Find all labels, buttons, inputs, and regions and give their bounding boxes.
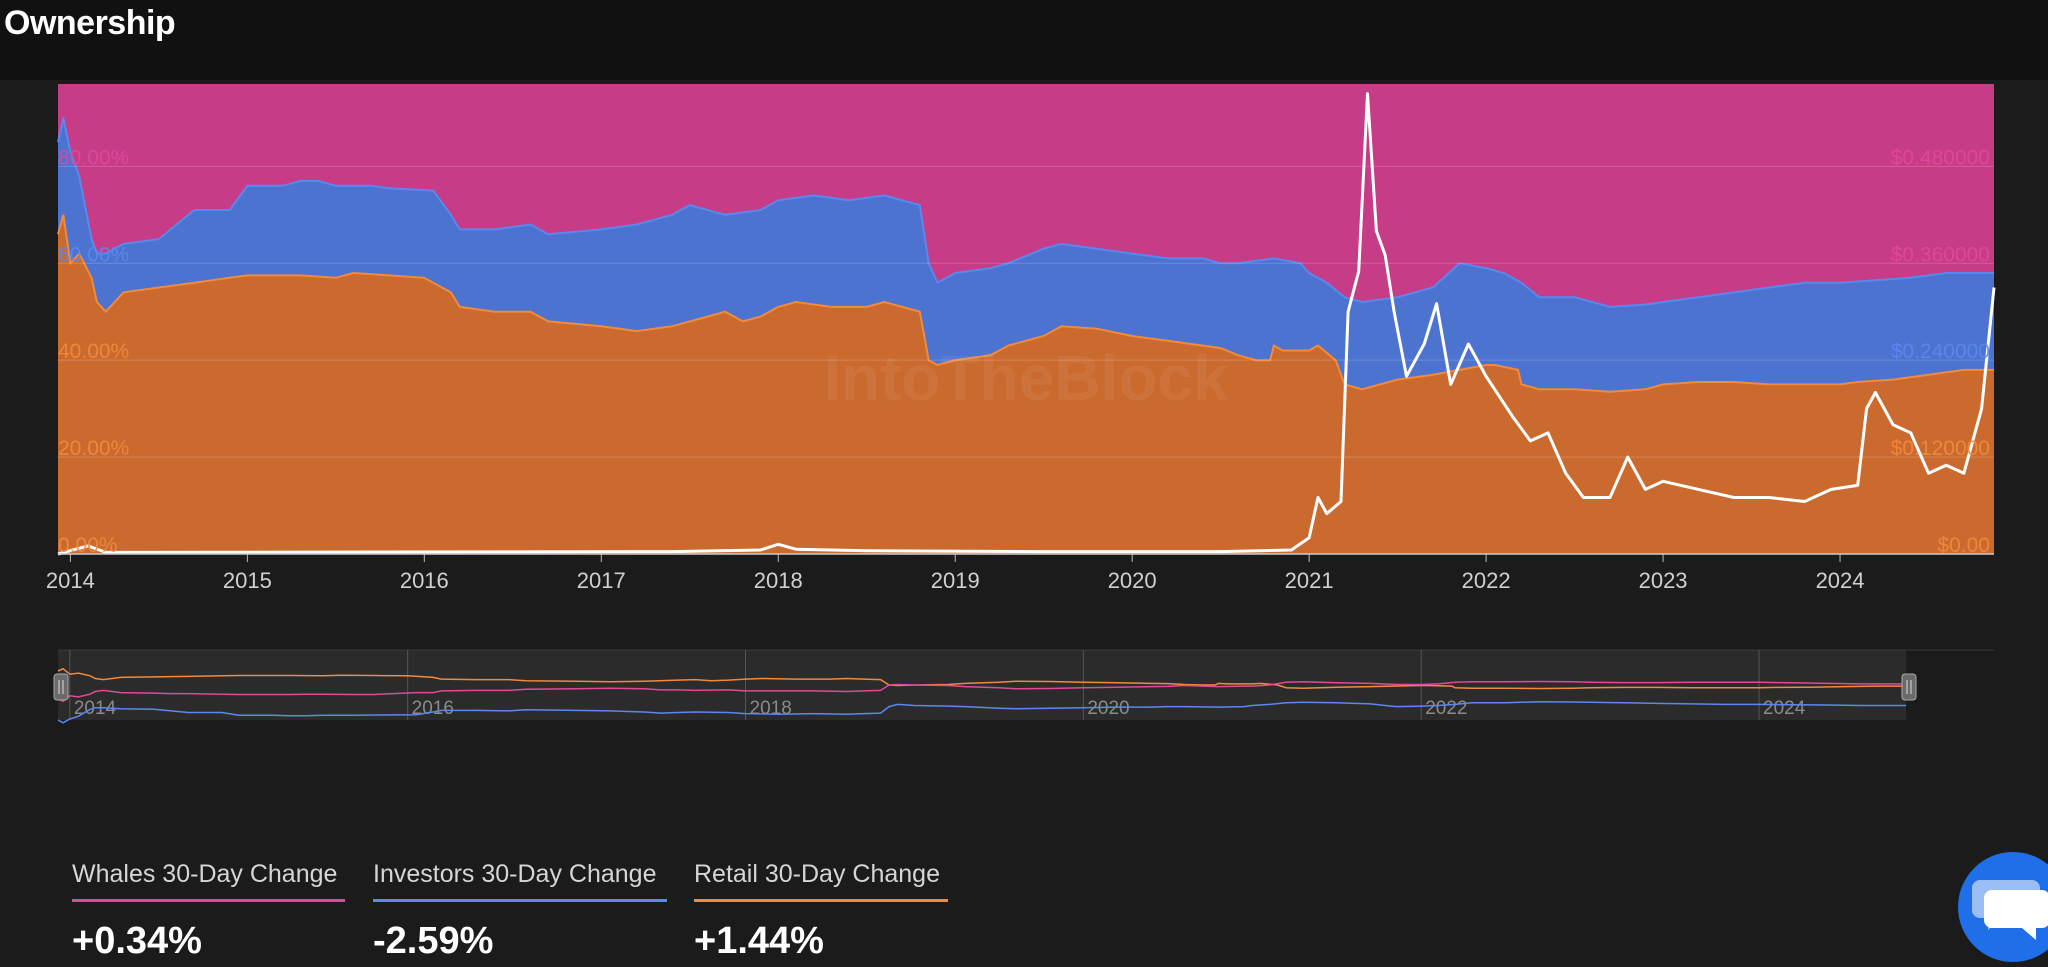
card-underline	[72, 899, 345, 902]
navigator-investors-line	[57, 700, 1906, 724]
header-bar: Ownership	[0, 0, 2048, 80]
watermark: IntoTheBlock	[823, 342, 1229, 414]
right-axis-tick-label: $0.240000	[1891, 340, 1990, 363]
card-value: -2.59%	[373, 920, 494, 962]
left-axis-tick-label: 80.00%	[58, 146, 129, 169]
navigator-whales-line	[57, 680, 1906, 703]
left-axis-tick-label: 0.00%	[58, 534, 118, 557]
navigator-tick-label: 2022	[1425, 698, 1467, 719]
card-underline	[694, 899, 948, 902]
card-investors: Investors 30-Day Change -2.59%	[373, 860, 667, 963]
navigator-right-handle[interactable]	[1901, 673, 1917, 701]
navigator-tick-label: 2016	[412, 698, 454, 719]
x-axis-tick-label: 2017	[577, 568, 626, 593]
x-axis-tick-label: 2014	[46, 568, 95, 593]
right-axis-tick-label: $0.360000	[1891, 243, 1990, 266]
right-axis-tick-label: $0.480000	[1891, 146, 1990, 169]
left-axis-tick-label: 40.00%	[58, 340, 129, 363]
card-value: +0.34%	[72, 920, 202, 962]
card-retail: Retail 30-Day Change +1.44%	[694, 860, 948, 963]
ownership-chart[interactable]: IntoTheBlock 0.00% 20.00% 40.00% 60.00% 80.00…	[6, 80, 2048, 760]
card-value: +1.44%	[694, 920, 824, 962]
series-retail-line	[57, 214, 1994, 393]
navigator-retail-line	[57, 667, 1906, 690]
card-underline	[373, 899, 667, 902]
x-axis-tick-label: 2018	[754, 568, 803, 593]
chart-panel: IntoTheBlock 0.00% 20.00% 40.00% 60.00% 80.00…	[6, 80, 2048, 962]
navigator-background	[58, 650, 1906, 720]
handle-grip	[53, 673, 69, 701]
page-title: Ownership	[4, 4, 176, 42]
x-axis-tick-label: 2022	[1462, 568, 1511, 593]
left-axis-tick-label: 60.00%	[58, 243, 129, 266]
x-axis-tick-label: 2023	[1639, 568, 1688, 593]
x-axis-tick-label: 2021	[1285, 568, 1334, 593]
x-axis-tick-label: 2024	[1816, 568, 1865, 593]
x-axis-tick-label: 2020	[1108, 568, 1157, 593]
series-retail-area	[58, 214, 1994, 555]
range-navigator: 2014 2016 2018 2020 2022 2024	[53, 649, 1994, 724]
series-investors-line	[57, 117, 1994, 308]
navigator-tick-label: 2014	[74, 698, 117, 719]
navigator-left-handle[interactable]	[53, 673, 69, 701]
card-label: Investors 30-Day Change	[373, 860, 657, 888]
navigator-tick-label: 2020	[1087, 698, 1129, 719]
left-axis-tick-label: 20.00%	[58, 437, 129, 460]
handle-grip	[1901, 673, 1917, 701]
x-axis-tick-label: 2015	[223, 568, 272, 593]
right-axis-tick-label: $0.120000	[1891, 437, 1990, 460]
x-axis-tick-label: 2016	[400, 568, 449, 593]
navigator-tick-label: 2018	[750, 698, 792, 719]
main-plot-area: IntoTheBlock 0.00% 20.00% 40.00% 60.00% 80.00…	[46, 84, 1996, 593]
x-axis-tick-label: 2019	[931, 568, 980, 593]
card-label: Retail 30-Day Change	[694, 860, 940, 888]
right-axis-tick-label: $0.00	[1937, 534, 1990, 557]
card-label: Whales 30-Day Change	[72, 860, 338, 888]
card-whales: Whales 30-Day Change +0.34%	[72, 860, 345, 963]
price-line	[57, 92, 1996, 556]
navigator-tick-label: 2024	[1763, 698, 1806, 719]
chat-button[interactable]	[1958, 852, 2048, 962]
chat-bubble-icon	[1972, 880, 2048, 940]
